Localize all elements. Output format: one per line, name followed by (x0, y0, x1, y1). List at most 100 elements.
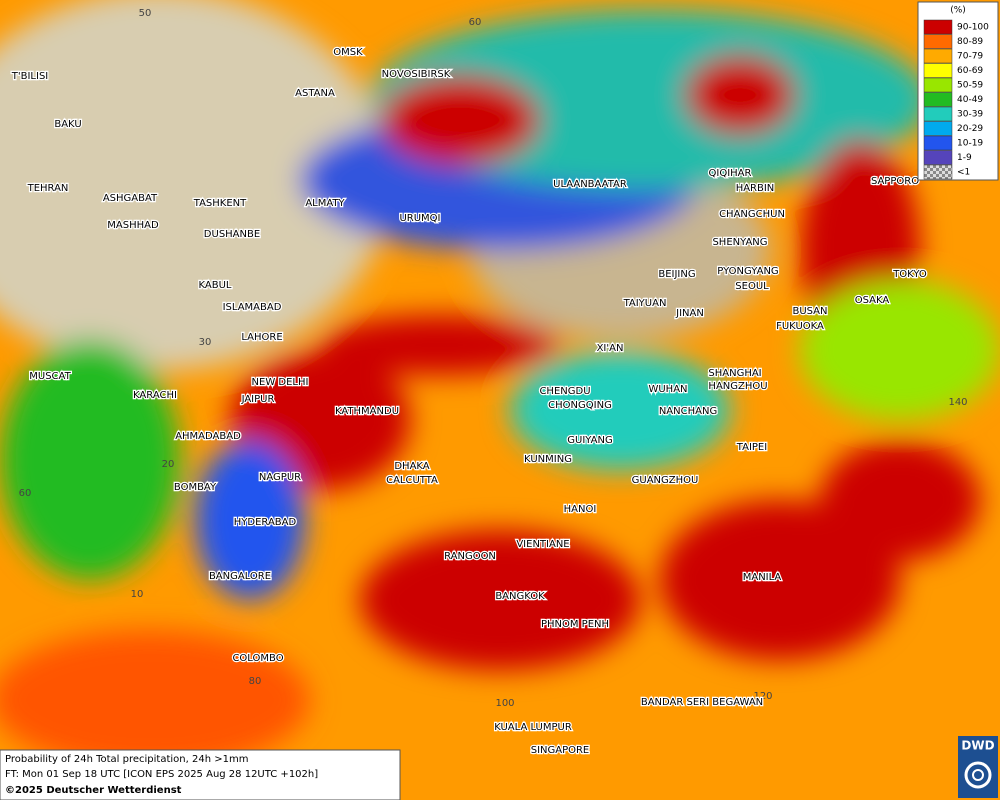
city-label: COLOMBO (232, 653, 283, 664)
grid-label: 50 (139, 8, 152, 19)
grid-label: 20 (162, 459, 175, 470)
city-label: T'BILISI (11, 71, 48, 82)
city-label: MUSCAT (29, 371, 71, 382)
legend-swatch (923, 48, 953, 64)
city-label: HYDERABAD (234, 517, 297, 528)
city-label: NAGPUR (259, 472, 301, 483)
city-label: QIQIHAR (709, 168, 752, 179)
city-label: ASHGABAT (103, 193, 158, 204)
city-label: KABUL (199, 280, 232, 291)
city-label: OMSK (333, 47, 363, 58)
city-label: BANGKOK (495, 591, 545, 602)
city-label: DUSHANBE (204, 229, 260, 240)
city-label: TAIPEI (736, 442, 767, 453)
legend-label: 1-9 (957, 153, 972, 163)
grid-label: 100 (495, 698, 514, 709)
city-label: HANOI (564, 504, 597, 515)
grid-label: 120 (753, 691, 772, 702)
city-label: TASHKENT (193, 198, 247, 209)
legend-swatch (923, 77, 953, 93)
city-label: JAIPUR (241, 394, 275, 405)
city-label: ALMATY (305, 198, 345, 209)
city-label: BAKU (54, 119, 81, 130)
city-label: AHMADABAD (175, 431, 241, 442)
city-label: BANDAR SERI BEGAWAN (641, 697, 763, 708)
footer: Probability of 24h Total precipitation, … (0, 749, 401, 801)
city-label: XI'AN (597, 343, 624, 354)
precip-field (0, 0, 1000, 770)
legend-swatch (923, 106, 953, 122)
footer-line: Probability of 24h Total precipitation, … (5, 754, 248, 765)
city-label: NANCHANG (659, 406, 717, 417)
city-label: RANGOON (444, 551, 496, 562)
grid-label: 10 (131, 589, 144, 600)
city-label: ASTANA (295, 88, 335, 99)
grid-label: 60 (19, 488, 32, 499)
legend-swatch (923, 164, 953, 180)
grid-label: 140 (948, 397, 967, 408)
city-label: FUKUOKA (776, 321, 824, 332)
city-label: BEIJING (658, 269, 695, 280)
city-label: URUMQI (399, 213, 440, 224)
legend-label: 60-69 (957, 66, 983, 76)
city-label: SHANGHAI (708, 368, 761, 379)
city-label: NOVOSIBIRSK (382, 69, 451, 80)
legend-swatch (923, 150, 953, 165)
city-label: WUHAN (648, 384, 687, 395)
city-label: HANGZHOU (708, 381, 767, 392)
city-label: GUANGZHOU (632, 475, 699, 486)
logo-text: DWD (961, 739, 994, 753)
city-label: MASHHAD (107, 220, 159, 231)
city-label: SEOUL (735, 281, 769, 292)
city-label: KUNMING (524, 454, 572, 465)
city-label: NEW DELHI (252, 377, 309, 388)
legend-title: (%) (950, 6, 966, 16)
footer-line: ©2025 Deutscher Wetterdienst (5, 785, 182, 796)
city-label: BOMBAY (174, 482, 217, 493)
legend-label: 80-89 (957, 37, 983, 47)
city-label: DHAKA (394, 461, 429, 472)
city-label: KATHMANDU (335, 406, 399, 417)
legend-label: <1 (957, 168, 970, 178)
footer-line: FT: Mon 01 Sep 18 UTC [ICON EPS 2025 Aug… (5, 769, 318, 780)
legend-label: 90-100 (957, 23, 989, 33)
city-label: MANILA (743, 572, 782, 583)
city-label: LAHORE (241, 332, 282, 343)
legend-swatch (923, 63, 953, 78)
legend-label: 70-79 (957, 52, 983, 62)
city-label: CALCUTTA (386, 475, 438, 486)
city-label: TAIYUAN (623, 298, 667, 309)
legend-label: 30-39 (957, 110, 983, 120)
legend-swatch (923, 34, 953, 49)
city-label: TOKYO (892, 269, 927, 280)
legend-label: 50-59 (957, 81, 983, 91)
city-label: SINGAPORE (531, 745, 590, 756)
city-label: GUIYANG (567, 435, 612, 446)
legend-swatch (923, 92, 953, 107)
grid-label: 80 (249, 676, 262, 687)
legend-swatch (923, 121, 953, 136)
city-label: PHNOM PENH (541, 619, 609, 630)
city-label: BANGALORE (209, 571, 271, 582)
city-label: CHENGDU (539, 386, 590, 397)
city-label: BUSAN (792, 306, 827, 317)
city-label: TEHRAN (27, 183, 69, 194)
city-label: KARACHI (133, 390, 177, 401)
city-label: KUALA LUMPUR (494, 722, 572, 733)
legend: (%) 90-100 80-89 70-79 60-69 50-59 40-49 30-39… (917, 1, 999, 181)
city-label: ULAANBAATAR (553, 179, 627, 190)
city-label: SAPPORO (871, 176, 919, 187)
legend-swatch (923, 19, 953, 35)
grid-label: 60 (469, 17, 482, 28)
legend-label: 40-49 (957, 95, 983, 105)
city-label: ISLAMABAD (223, 302, 282, 313)
legend-swatch (923, 135, 953, 151)
city-label: CHANGCHUN (719, 209, 785, 220)
logo: DWD (958, 736, 998, 798)
grid-label: 30 (199, 337, 212, 348)
city-label: PYONGYANG (717, 266, 778, 277)
legend-label: 10-19 (957, 139, 983, 149)
legend-label: 20-29 (957, 124, 983, 134)
city-label: CHONGQING (548, 400, 612, 411)
